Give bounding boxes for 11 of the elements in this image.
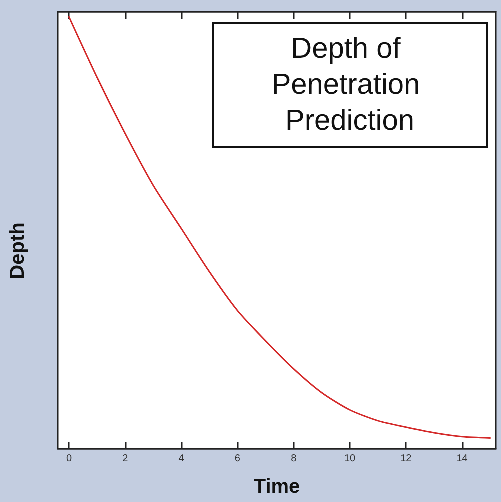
y-axis-title: Depth xyxy=(7,222,29,280)
x-tick-label: 8 xyxy=(291,454,298,464)
x-tick-label: 6 xyxy=(234,454,241,464)
x-axis-title: Time xyxy=(254,476,300,498)
x-tick-label: 2 xyxy=(122,454,129,464)
x-tick-label: 10 xyxy=(344,454,356,464)
x-tick-label: 14 xyxy=(456,454,468,464)
x-tick-label: 12 xyxy=(400,454,412,464)
x-tick-label: 4 xyxy=(178,454,185,464)
text: Depth of Penetration Prediction xyxy=(272,33,428,137)
x-tick-label: 0 xyxy=(66,454,72,464)
